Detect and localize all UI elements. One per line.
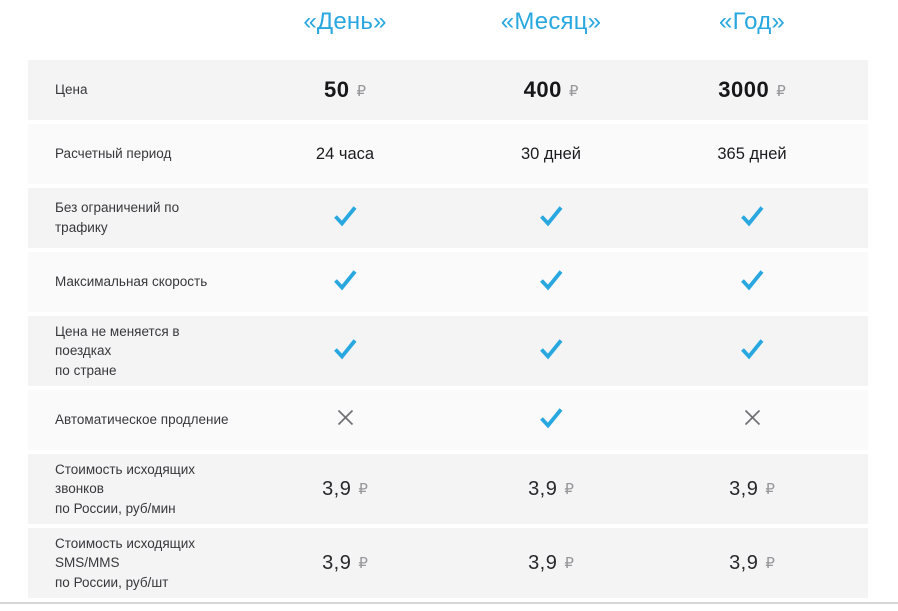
row-label: Стоимость исходящих SMS/MMS по России, р… xyxy=(55,535,196,590)
table-row: Цена не меняется в поездках по стране xyxy=(28,316,868,386)
ruble-sign: ₽ xyxy=(765,553,775,572)
row-value-cell: 365 дней xyxy=(717,144,787,163)
ruble-sign: ₽ xyxy=(358,479,368,498)
cross-icon xyxy=(742,407,763,428)
check-icon xyxy=(739,337,765,361)
table-row: Максимальная скорость xyxy=(28,252,868,312)
cross-icon xyxy=(335,407,356,428)
check-icon xyxy=(538,204,564,228)
table-row: Без ограничений по трафику xyxy=(28,188,868,248)
row-value-cell xyxy=(242,204,448,233)
row-label: Расчетный период xyxy=(55,146,172,162)
row-label: Цена xyxy=(55,82,88,98)
price-value: 3,9 xyxy=(528,477,558,500)
table-row: Стоимость исходящих SMS/MMS по России, р… xyxy=(28,528,868,598)
check-icon xyxy=(332,204,358,228)
check-icon xyxy=(739,268,765,292)
tariff-comparison-table: «День» «Месяц» «Год» Цена 50 ₽400 ₽3000 ₽ Рас… xyxy=(28,0,868,602)
check-icon xyxy=(538,268,564,292)
row-value-cell xyxy=(242,268,448,297)
bottom-divider xyxy=(0,602,898,604)
row-value-cell: 3,9 ₽ xyxy=(242,552,448,575)
row-label: Без ограничений по трафику xyxy=(55,200,180,235)
row-value-cell xyxy=(242,337,448,366)
price-value: 400 xyxy=(523,77,562,102)
price-value: 50 xyxy=(323,77,350,102)
row-value-cell: 3,9 ₽ xyxy=(654,478,850,501)
column-header-month: «Месяц» xyxy=(500,8,602,35)
table-row: Расчетный период 24 часа 30 дней 365 дней xyxy=(28,124,868,184)
check-icon xyxy=(538,337,564,361)
price-value: 3,9 xyxy=(729,477,759,500)
row-value-cell xyxy=(242,407,448,433)
row-value-cell: 400 ₽ xyxy=(448,77,654,103)
row-value-cell xyxy=(448,204,654,233)
ruble-sign: ₽ xyxy=(358,553,368,572)
row-value-cell xyxy=(654,337,850,366)
price-value: 3,9 xyxy=(729,551,759,574)
table-row: Стоимость исходящих звонков по России, р… xyxy=(28,454,868,524)
row-value-cell xyxy=(654,268,850,297)
check-icon xyxy=(332,268,358,292)
row-label: Максимальная скорость xyxy=(55,274,208,290)
check-icon xyxy=(538,406,564,430)
table-row: Цена 50 ₽400 ₽3000 ₽ xyxy=(28,60,868,120)
row-value-cell: 3,9 ₽ xyxy=(242,478,448,501)
table-body: Цена 50 ₽400 ₽3000 ₽ Расчетный период 24 часа 3… xyxy=(28,60,868,598)
row-value-cell xyxy=(654,407,850,433)
row-value-cell xyxy=(654,204,850,233)
price-value: 3,9 xyxy=(322,477,352,500)
ruble-sign: ₽ xyxy=(564,479,574,498)
ruble-sign: ₽ xyxy=(776,82,786,100)
check-icon xyxy=(739,204,765,228)
row-value-cell: 24 часа xyxy=(315,144,375,163)
ruble-sign: ₽ xyxy=(765,479,775,498)
row-value-cell: 3000 ₽ xyxy=(654,77,850,103)
row-value-cell: 30 дней xyxy=(520,144,582,163)
row-value-cell: 3,9 ₽ xyxy=(448,478,654,501)
column-header-day: «День» xyxy=(303,8,387,35)
row-label: Цена не меняется в поездках по стране xyxy=(55,323,180,378)
row-value-cell xyxy=(448,406,654,435)
ruble-sign: ₽ xyxy=(564,553,574,572)
table-header-row: «День» «Месяц» «Год» xyxy=(28,0,868,60)
row-value-cell: 50 ₽ xyxy=(242,77,448,103)
row-value-cell: 3,9 ₽ xyxy=(654,552,850,575)
check-icon xyxy=(332,337,358,361)
price-value: 3000 xyxy=(718,77,770,102)
table-row: Автоматическое продление xyxy=(28,390,868,450)
row-value-cell xyxy=(448,268,654,297)
price-value: 3,9 xyxy=(528,551,558,574)
price-value: 3,9 xyxy=(322,551,352,574)
ruble-sign: ₽ xyxy=(568,82,579,100)
row-value-cell: 3,9 ₽ xyxy=(448,552,654,575)
row-label: Стоимость исходящих звонков по России, р… xyxy=(55,461,196,516)
row-label: Автоматическое продление xyxy=(55,412,229,428)
ruble-sign: ₽ xyxy=(356,82,367,100)
row-value-cell xyxy=(448,337,654,366)
column-header-year: «Год» xyxy=(719,8,785,35)
